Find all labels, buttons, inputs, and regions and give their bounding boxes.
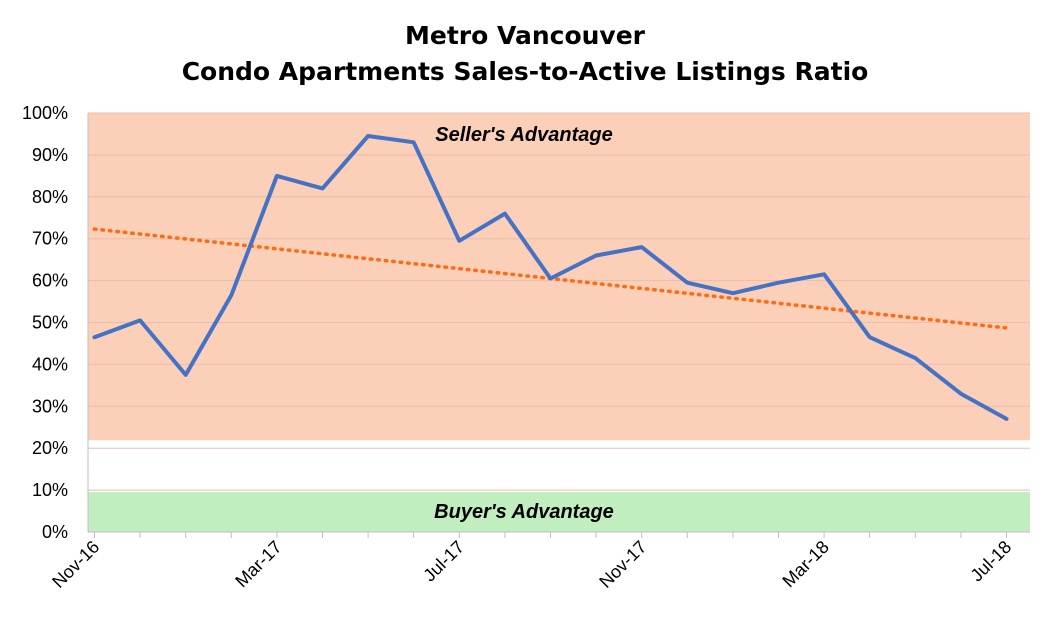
y-tick-label: 60% xyxy=(32,271,68,291)
y-tick-label: 80% xyxy=(32,187,68,207)
chart-title: Metro Vancouver Condo Apartments Sales-t… xyxy=(0,18,1050,90)
seller-zone xyxy=(88,113,1030,441)
seller-advantage-label: Seller's Advantage xyxy=(435,124,612,146)
y-tick-label: 20% xyxy=(32,438,68,458)
y-tick-label: 30% xyxy=(32,396,68,416)
chart-title-line-2: Condo Apartments Sales-to-Active Listing… xyxy=(181,57,869,86)
buyer-advantage-label: Buyer's Advantage xyxy=(434,501,614,523)
y-tick-label: 40% xyxy=(32,354,68,374)
y-tick-label: 100% xyxy=(22,103,68,123)
x-tick-label: Jul-18 xyxy=(967,537,1016,586)
x-tick-label: Jul-17 xyxy=(419,537,468,586)
y-tick-label: 10% xyxy=(32,480,68,500)
x-tick-label: Mar-18 xyxy=(778,537,832,591)
x-tick-label: Nov-16 xyxy=(48,537,103,592)
x-tick-label: Mar-17 xyxy=(231,537,285,591)
y-tick-label: 70% xyxy=(32,229,68,249)
chart-title-line-1: Metro Vancouver xyxy=(404,21,645,50)
y-tick-label: 90% xyxy=(32,145,68,165)
x-tick-label: Nov-17 xyxy=(595,537,650,592)
buyer-zone xyxy=(88,492,1030,532)
y-tick-label: 0% xyxy=(42,522,68,542)
y-tick-label: 50% xyxy=(32,313,68,333)
